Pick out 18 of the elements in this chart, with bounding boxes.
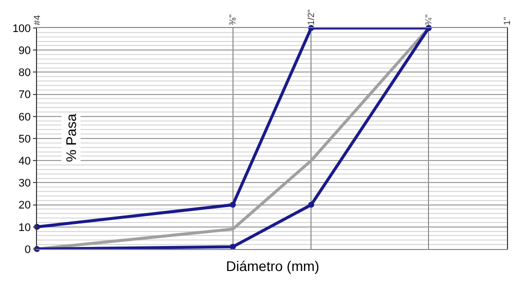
y-tick-label: 50: [18, 133, 31, 146]
y-tick-label: 0: [24, 244, 31, 256]
y-tick-label: 20: [18, 200, 31, 212]
y-tick-label: 40: [18, 155, 31, 168]
y-tick-label: 70: [18, 89, 31, 102]
x-axis-title: Diámetro (mm): [226, 258, 320, 274]
x-tick-label: ⅜": [228, 14, 238, 26]
y-tick-label: 80: [18, 67, 31, 80]
y-tick-label: 100: [12, 22, 31, 35]
x-tick-label: 1": [502, 16, 512, 26]
y-tick-label: 60: [18, 111, 31, 124]
x-tick-label: 1/2": [306, 9, 316, 26]
y-tick-label: 30: [18, 178, 31, 190]
y-tick-label: 90: [18, 44, 31, 57]
y-tick-label: 10: [18, 222, 31, 234]
y-axis-title: % Pasa: [63, 114, 79, 162]
x-tick-label: ¾": [424, 14, 434, 26]
x-tick-label: #4: [32, 15, 42, 26]
